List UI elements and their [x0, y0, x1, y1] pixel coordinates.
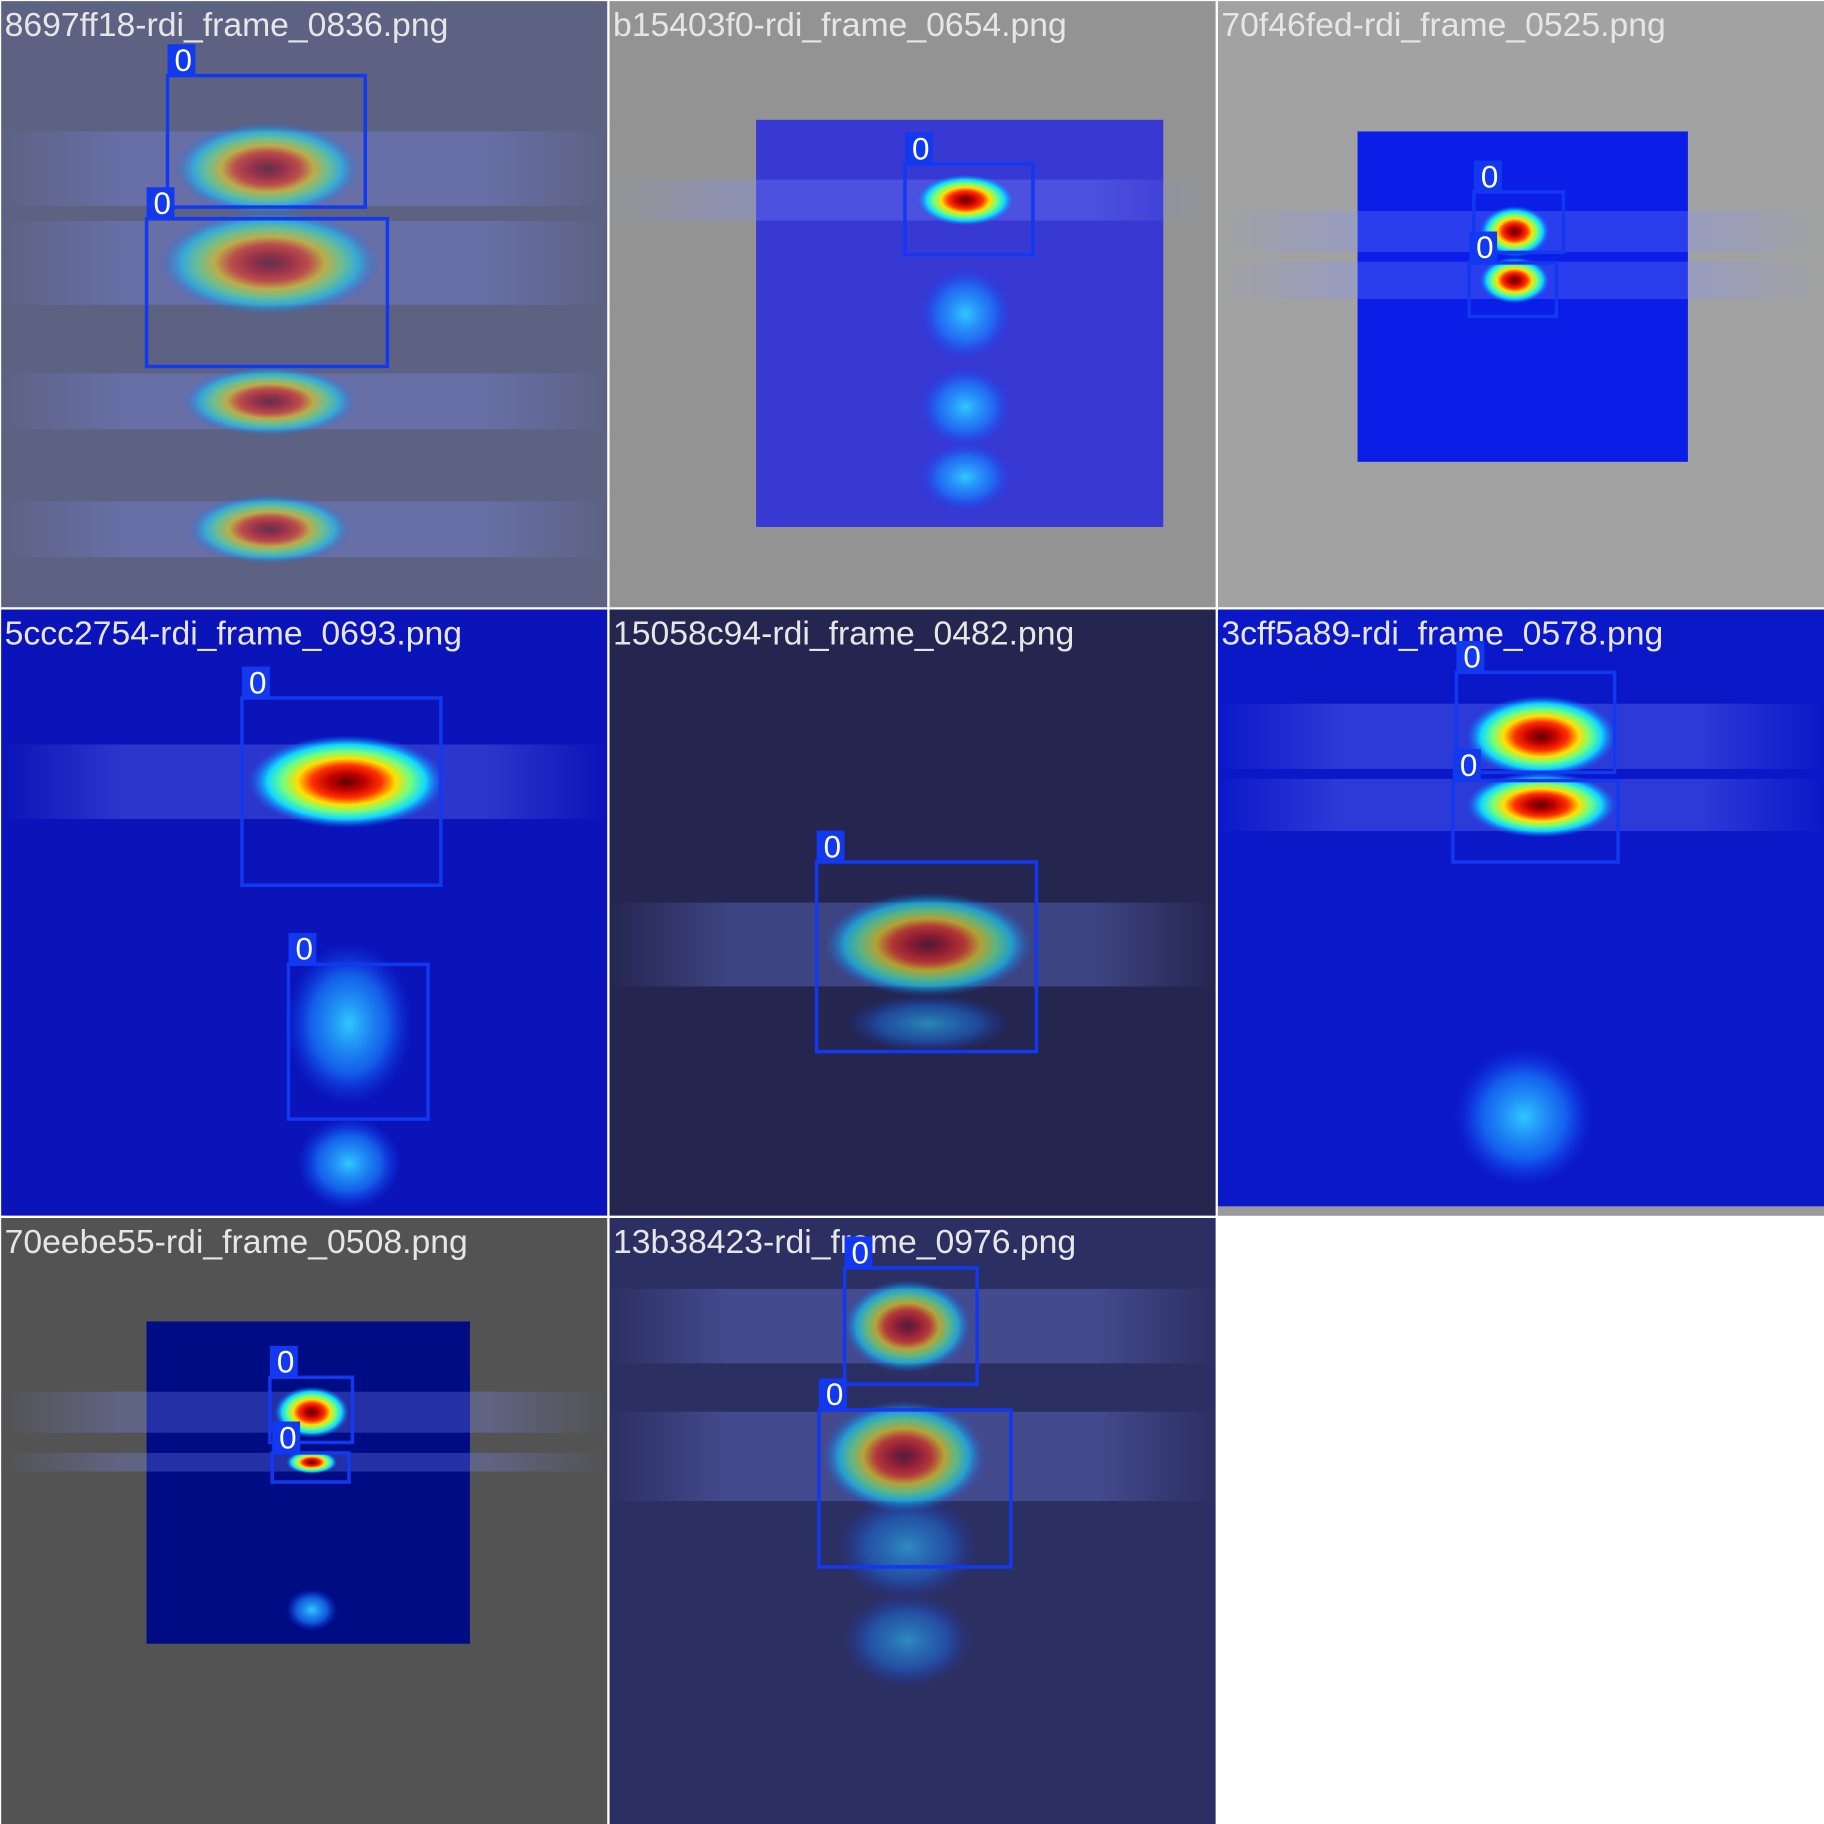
box-label-bg	[818, 1378, 847, 1410]
box-label: 0	[824, 829, 841, 864]
bounding-box	[842, 1266, 979, 1387]
box-label: 0	[852, 1235, 869, 1270]
filename: 5ccc2754-rdi_frame_0693.png	[5, 614, 462, 652]
box-label-bg	[905, 132, 933, 165]
bounding-box	[1451, 778, 1620, 864]
box-label: 0	[826, 1377, 843, 1412]
filename: 15058c94-rdi_frame_0482.png	[613, 614, 1074, 652]
bounding-box	[814, 860, 1039, 1054]
tile-background	[1, 609, 608, 1216]
box-label-bg	[1473, 160, 1502, 192]
box-label: 0	[1463, 640, 1480, 675]
tile: b15403f0-rdi_frame_0654.png 0	[609, 1, 1216, 608]
filename: 70f46fed-rdi_frame_0525.png	[1221, 6, 1665, 44]
box-label: 0	[277, 1345, 294, 1380]
bounding-box	[240, 696, 443, 887]
heat-soft	[286, 1589, 338, 1631]
filename: 70eebe55-rdi_frame_0508.png	[5, 1223, 468, 1261]
box-label-bg	[146, 187, 175, 219]
box-label: 0	[1476, 230, 1493, 265]
tile: 5ccc2754-rdi_frame_0693.png 0 0	[1, 609, 608, 1216]
tile: 70eebe55-rdi_frame_0508.png 0 0	[1, 1217, 608, 1824]
heat-spot	[247, 735, 446, 829]
heat-spot	[823, 892, 1033, 997]
heat-spot	[188, 494, 352, 565]
bounding-box	[903, 162, 1035, 257]
box-label-bg	[288, 932, 317, 965]
heat-soft	[837, 1494, 978, 1600]
heat-soft	[918, 366, 1013, 448]
bounding-box	[817, 1408, 1013, 1569]
bounding-box	[268, 1375, 355, 1445]
box-label-bg	[269, 1345, 298, 1378]
box-label: 0	[1460, 748, 1477, 783]
bounding-box	[286, 962, 430, 1121]
heat-soft	[285, 942, 413, 1106]
tile: 70f46fed-rdi_frame_0525.png 0 0	[1217, 1, 1824, 608]
tile: 15058c94-rdi_frame_0482.png 0	[609, 609, 1216, 1216]
heat-soft	[846, 994, 1010, 1053]
heat-spot	[1479, 257, 1550, 304]
heat-soft	[296, 1116, 402, 1210]
box-label-bg	[241, 666, 270, 698]
bounding-box	[1454, 670, 1617, 775]
box-label-bg	[1469, 231, 1498, 263]
box-label: 0	[174, 43, 191, 78]
box-label-bg	[816, 830, 845, 862]
box-label: 0	[249, 665, 266, 700]
heat-spot	[159, 210, 381, 316]
bounding-box	[165, 73, 368, 209]
heat-soft	[918, 442, 1013, 512]
box-label-bg	[272, 1421, 301, 1453]
box-label: 0	[279, 1420, 296, 1455]
filename: 3cff5a89-rdi_frame_0578.png	[1221, 614, 1663, 652]
box-label-bg	[844, 1236, 873, 1268]
bounding-box	[270, 1451, 351, 1484]
filename: 8697ff18-rdi_frame_0836.png	[5, 6, 449, 44]
bounding-box	[1472, 190, 1566, 255]
box-label: 0	[1481, 159, 1498, 194]
heat-spot	[843, 1279, 972, 1373]
box-label: 0	[154, 186, 171, 221]
heat-soft	[843, 1593, 972, 1687]
heat-spot	[822, 1400, 986, 1513]
filename: b15403f0-rdi_frame_0654.png	[613, 6, 1067, 44]
heat-soft	[1454, 1046, 1594, 1187]
box-label: 0	[912, 131, 929, 166]
box-label-bg	[1452, 749, 1481, 781]
heat-band	[609, 179, 1216, 221]
heat-spot	[182, 366, 358, 437]
heat-spot	[1465, 772, 1617, 838]
image-area	[1217, 1206, 1824, 1216]
box-label: 0	[295, 932, 312, 967]
heat-soft	[918, 267, 1013, 361]
box-label-bg	[1456, 640, 1485, 673]
box-label-bg	[167, 44, 196, 76]
heat-spot	[916, 174, 1015, 226]
bounding-box	[144, 216, 390, 369]
heat-spot	[286, 1450, 338, 1474]
heat-spot	[1465, 695, 1617, 778]
heat-spot	[174, 122, 361, 216]
bounding-box	[1467, 261, 1559, 319]
